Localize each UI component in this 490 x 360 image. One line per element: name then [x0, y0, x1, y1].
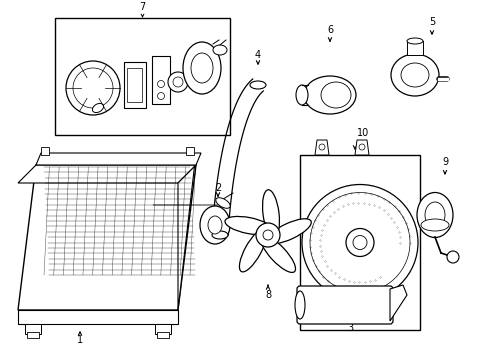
Circle shape [81, 76, 105, 100]
Bar [157, 332, 169, 338]
Circle shape [66, 61, 120, 115]
Bar [407, 41, 423, 55]
Text: 8: 8 [265, 290, 271, 300]
Circle shape [168, 72, 188, 92]
Circle shape [359, 144, 365, 150]
Ellipse shape [240, 229, 267, 272]
Ellipse shape [225, 216, 272, 235]
Ellipse shape [208, 216, 222, 234]
Circle shape [353, 235, 367, 249]
Bar [152, 56, 170, 104]
Ellipse shape [191, 53, 213, 83]
Ellipse shape [200, 206, 230, 244]
Ellipse shape [213, 45, 227, 55]
Circle shape [256, 223, 280, 247]
Ellipse shape [216, 198, 230, 208]
Ellipse shape [267, 219, 311, 244]
Circle shape [157, 81, 165, 87]
Bar [124, 62, 146, 108]
Ellipse shape [321, 82, 351, 108]
Ellipse shape [391, 54, 439, 96]
Ellipse shape [183, 42, 221, 94]
Polygon shape [18, 165, 196, 183]
Ellipse shape [304, 76, 356, 114]
Circle shape [310, 193, 410, 292]
Bar [312, 87, 348, 103]
Bar [127, 68, 142, 102]
Ellipse shape [425, 202, 445, 228]
Ellipse shape [295, 291, 305, 319]
Ellipse shape [263, 190, 279, 238]
Bar [300, 155, 420, 330]
Polygon shape [18, 165, 196, 310]
Circle shape [73, 68, 113, 108]
Text: 10: 10 [357, 128, 369, 138]
Ellipse shape [261, 236, 295, 273]
Ellipse shape [93, 103, 103, 113]
Circle shape [173, 77, 183, 87]
Bar [186, 147, 194, 155]
Polygon shape [315, 140, 329, 155]
Bar [25, 324, 41, 334]
Bar [55, 18, 230, 135]
Polygon shape [390, 285, 407, 321]
Circle shape [157, 93, 165, 99]
Circle shape [346, 229, 374, 256]
Circle shape [263, 230, 273, 240]
Text: 3: 3 [347, 323, 353, 333]
Ellipse shape [296, 85, 308, 105]
Ellipse shape [401, 63, 429, 87]
Bar [155, 324, 171, 334]
Text: 1: 1 [77, 335, 83, 345]
Ellipse shape [250, 81, 266, 89]
Text: 4: 4 [255, 50, 261, 60]
Circle shape [447, 251, 459, 263]
Ellipse shape [417, 193, 453, 238]
Ellipse shape [407, 38, 423, 44]
Circle shape [319, 144, 325, 150]
Text: 6: 6 [327, 25, 333, 35]
Ellipse shape [421, 219, 449, 231]
Text: 5: 5 [429, 17, 435, 27]
Bar [27, 332, 39, 338]
Polygon shape [355, 140, 369, 155]
Bar [41, 147, 49, 155]
Text: 9: 9 [442, 157, 448, 167]
Polygon shape [178, 153, 196, 310]
Polygon shape [18, 310, 178, 324]
Circle shape [302, 184, 418, 301]
FancyBboxPatch shape [297, 286, 393, 324]
Ellipse shape [212, 231, 228, 239]
Text: 2: 2 [215, 183, 221, 193]
Polygon shape [36, 153, 201, 165]
Text: 7: 7 [139, 2, 146, 12]
